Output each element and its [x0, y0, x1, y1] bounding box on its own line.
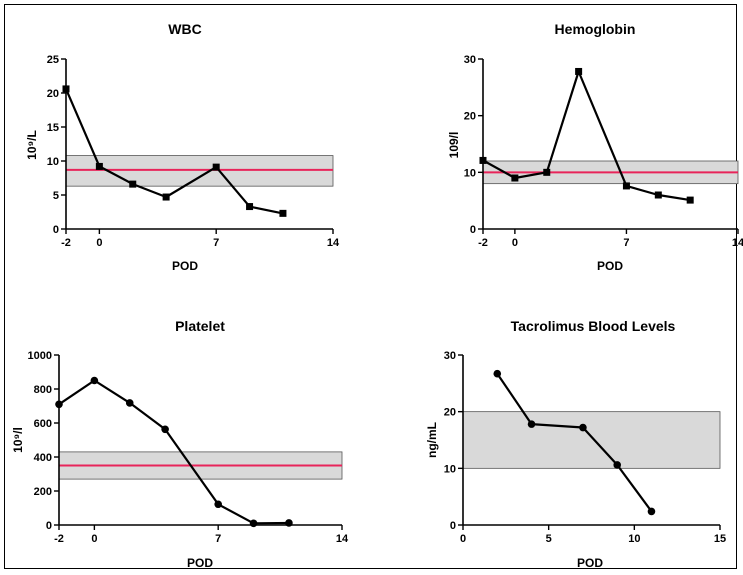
platelet-data-point	[125, 399, 134, 407]
tacrolimus-y-tick-label: 20	[444, 407, 456, 419]
platelet-y-label: 10⁹/l	[11, 427, 25, 453]
platelet-x-tick-label: 7	[215, 533, 221, 545]
platelet-data-point	[161, 425, 169, 434]
wbc-y-tick-label: 25	[47, 54, 59, 66]
wbc-x-tick-label: 7	[213, 237, 219, 249]
tacrolimus-data-point	[493, 369, 502, 378]
tacrolimus-x-label: POD	[577, 556, 603, 570]
tacrolimus-x-tick-label: 15	[714, 533, 726, 545]
platelet-title: Platelet	[175, 318, 225, 334]
hemoglobin-data-point	[686, 196, 694, 204]
tacrolimus-x-tick-label: 10	[628, 533, 640, 545]
tacrolimus-y-label: ng/mL	[425, 422, 439, 458]
hemoglobin-data-point	[543, 168, 551, 176]
tacrolimus-data-point	[613, 461, 621, 469]
platelet-y-tick-label: 1000	[28, 350, 52, 362]
hemoglobin-y-tick-label: 20	[464, 111, 476, 123]
wbc-title: WBC	[168, 21, 201, 37]
wbc-y-tick-label: 5	[53, 190, 59, 202]
hemoglobin-title: Hemoglobin	[555, 21, 636, 37]
platelet-y-tick-label: 600	[34, 418, 52, 430]
platelet-data-point	[249, 519, 258, 528]
tacrolimus-x-tick-label: 0	[460, 533, 466, 545]
wbc-x-tick-label: -2	[61, 237, 71, 249]
wbc-data-point	[62, 85, 70, 93]
tacrolimus-y-tick-label: 0	[450, 520, 456, 532]
platelet-data-point	[90, 376, 99, 385]
wbc-data-point	[279, 209, 287, 217]
wbc-data-point	[129, 180, 137, 188]
platelet-data-point	[55, 400, 63, 409]
tacrolimus-x-tick-label: 5	[546, 533, 552, 545]
hemoglobin-x-tick-label: 0	[512, 237, 518, 249]
platelet-x-label: POD	[187, 556, 213, 570]
hemoglobin-data-point	[654, 191, 662, 199]
wbc-x-tick-label: 0	[96, 237, 102, 249]
wbc-x-tick-label: 14	[327, 237, 340, 249]
tacrolimus-y-tick-label: 30	[444, 350, 456, 362]
wbc-series-line	[64, 88, 284, 215]
hemoglobin-y-tick-label: 30	[464, 54, 476, 66]
wbc-y-tick-label: 20	[47, 88, 59, 100]
tacrolimus-plot-area: 0 10 20 30 0 5 10 15	[444, 350, 726, 545]
platelet-x-tick-label: 0	[91, 533, 97, 545]
hemoglobin-data-point	[511, 174, 519, 182]
tacrolimus-panel: Tacrolimus Blood Levels POD ng/mL 0 10 20 3…	[425, 318, 726, 570]
wbc-reference-band	[65, 155, 334, 187]
hemoglobin-x-tick-label: 7	[623, 237, 629, 249]
hemoglobin-y-label: 109/l	[447, 132, 461, 159]
platelet-y-tick-label: 200	[34, 486, 52, 498]
tacrolimus-data-point	[527, 420, 536, 428]
platelet-y-tick-label: 400	[34, 452, 52, 464]
platelet-data-point	[214, 500, 222, 509]
hemoglobin-x-label: POD	[597, 259, 623, 273]
hemoglobin-y-tick-label: 0	[470, 224, 476, 236]
tacrolimus-data-point	[579, 423, 587, 432]
hemoglobin-y-tick-label: 10	[464, 167, 476, 179]
hemoglobin-x-tick-label: 14	[732, 237, 743, 249]
wbc-y-tick-label: 15	[47, 122, 59, 134]
hemoglobin-data-point	[479, 156, 487, 164]
tacrolimus-y-tick-label: 10	[444, 463, 456, 475]
platelet-y-tick-label: 0	[46, 520, 52, 532]
wbc-y-label: 10⁹/L	[25, 130, 39, 160]
platelet-x-tick-label: -2	[54, 533, 64, 545]
tacrolimus-title: Tacrolimus Blood Levels	[511, 318, 676, 334]
hemoglobin-x-tick-label: -2	[478, 237, 488, 249]
wbc-y-tick-label: 0	[53, 224, 59, 236]
wbc-data-point	[212, 163, 220, 171]
hemoglobin-data-point	[622, 182, 630, 190]
platelet-y-tick-label: 800	[34, 384, 52, 396]
platelet-data-point	[285, 519, 293, 527]
wbc-data-point	[246, 203, 254, 211]
platelet-x-tick-label: 14	[336, 533, 349, 545]
hemoglobin-data-point	[575, 67, 583, 75]
wbc-data-point	[95, 162, 103, 170]
wbc-x-label: POD	[172, 259, 198, 273]
wbc-y-tick-label: 10	[47, 156, 59, 168]
tacrolimus-data-point	[647, 507, 656, 516]
tacrolimus-reference-band	[462, 411, 721, 469]
wbc-data-point	[162, 193, 170, 201]
